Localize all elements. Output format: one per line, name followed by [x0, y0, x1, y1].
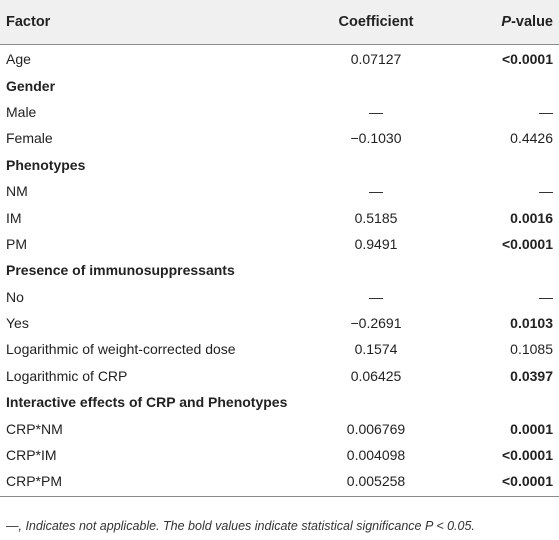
factor-cell: No [6, 288, 24, 305]
coefficient-cell: 0.9491 [354, 235, 398, 252]
bottom-rule [0, 496, 559, 497]
table-row: CRP*PM 0.005258 <0.0001 [0, 468, 559, 494]
table-header: Factor Coefficient P-value [0, 0, 559, 44]
section-row: Phenotypes [0, 152, 559, 178]
factor-cell: Yes [6, 315, 29, 332]
table-row: Yes −0.2691 0.0103 [0, 310, 559, 336]
coefficient-cell: — [369, 183, 383, 200]
coefficient-cell: 0.06425 [350, 367, 402, 384]
factor-cell: Logarithmic of CRP [6, 367, 128, 384]
pvalue-cell: — [539, 288, 553, 305]
coefficient-cell: −0.1030 [350, 130, 402, 147]
header-coefficient: Coefficient [338, 14, 414, 30]
factor-cell: CRP*PM [6, 473, 63, 490]
pvalue-cell: 0.4426 [510, 130, 553, 147]
table-footnote: —, Indicates not applicable. The bold va… [6, 519, 475, 533]
section-heading: Interactive effects of CRP and Phenotype… [6, 394, 288, 411]
section-row: Interactive effects of CRP and Phenotype… [0, 389, 559, 415]
factor-cell: PM [6, 235, 27, 252]
coefficient-cell: — [369, 103, 383, 120]
pvalue-cell: 0.0397 [510, 367, 553, 384]
coefficient-cell: 0.004098 [346, 447, 406, 464]
pvalue-cell: <0.0001 [502, 447, 553, 464]
section-heading: Phenotypes [6, 156, 86, 173]
header-factor: Factor [6, 14, 51, 30]
pvalue-cell: 0.1085 [510, 341, 553, 358]
factor-cell: CRP*NM [6, 420, 63, 437]
regression-table: Factor Coefficient P-value Age 0.07127 <0.… [0, 0, 559, 497]
pvalue-cell: <0.0001 [502, 235, 553, 252]
factor-cell: IM [6, 209, 22, 226]
section-heading: Presence of immunosuppressants [6, 262, 235, 279]
table-row: NM — — [0, 178, 559, 204]
header-pvalue-rest: -value [511, 14, 553, 30]
table-row: CRP*IM 0.004098 <0.0001 [0, 442, 559, 468]
coefficient-cell: 0.1574 [354, 341, 398, 358]
table-row: IM 0.5185 0.0016 [0, 204, 559, 230]
pvalue-cell: 0.0103 [510, 315, 553, 332]
factor-cell: Male [6, 103, 37, 120]
table-row: Logarithmic of weight-corrected dose 0.15… [0, 336, 559, 362]
factor-cell: CRP*IM [6, 447, 57, 464]
section-heading: Gender [6, 77, 56, 94]
factor-cell: Logarithmic of weight-corrected dose [6, 341, 236, 358]
coefficient-cell: −0.2691 [350, 315, 402, 332]
header-pvalue: P-value [501, 14, 553, 30]
table-row: PM 0.9491 <0.0001 [0, 231, 559, 257]
table-row: CRP*NM 0.006769 0.0001 [0, 415, 559, 441]
coefficient-cell: 0.07127 [350, 51, 402, 68]
pvalue-cell: 0.0016 [510, 209, 553, 226]
pvalue-cell: 0.0001 [510, 420, 553, 437]
factor-cell: NM [6, 183, 28, 200]
table-row: Female −0.1030 0.4426 [0, 125, 559, 151]
coefficient-cell: — [369, 288, 383, 305]
pvalue-cell: <0.0001 [502, 473, 553, 490]
coefficient-cell: 0.005258 [346, 473, 406, 490]
section-row: Presence of immunosuppressants [0, 257, 559, 283]
factor-cell: Age [6, 51, 31, 68]
factor-cell: Female [6, 130, 53, 147]
section-row: Gender [0, 72, 559, 98]
coefficient-cell: 0.006769 [346, 420, 406, 437]
table-body: Age 0.07127 <0.0001 Gender Male — — Female −0.10… [0, 44, 559, 495]
table-row: Logarithmic of CRP 0.06425 0.0397 [0, 363, 559, 389]
pvalue-cell: — [539, 183, 553, 200]
pvalue-cell: <0.0001 [502, 51, 553, 68]
pvalue-cell: — [539, 103, 553, 120]
table-row: Male — — [0, 99, 559, 125]
header-pvalue-p: P [501, 14, 512, 30]
coefficient-cell: 0.5185 [354, 209, 398, 226]
header-rule [0, 44, 559, 45]
table-row: No — — [0, 284, 559, 310]
table-row: Age 0.07127 <0.0001 [0, 46, 559, 72]
